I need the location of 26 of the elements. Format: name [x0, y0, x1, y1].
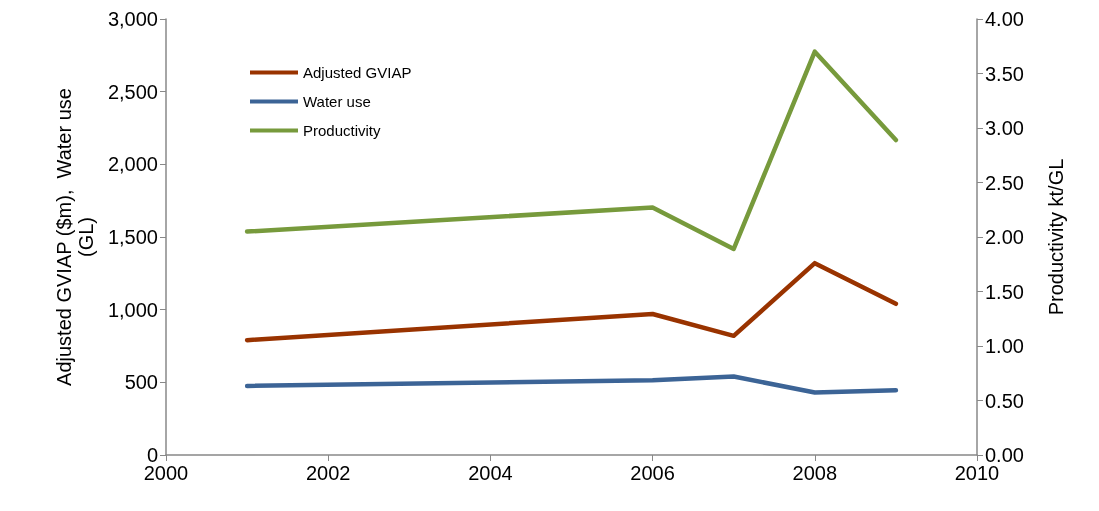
y-axis-title: Adjusted GVIAP ($m), Water use (GL) [53, 88, 98, 386]
x-tick-label: 2002 [305, 462, 351, 484]
y2-tick-label: 4.00 [985, 8, 1024, 30]
y2-tick-label: 1.50 [985, 280, 1024, 303]
legend-label: Water use [303, 93, 371, 110]
line-series [244, 260, 899, 343]
line-series [244, 374, 899, 395]
y2-tick-label: 3.50 [985, 62, 1024, 85]
y2-axis-title: Productivity kt/GL [1045, 158, 1067, 316]
y2-tick-label: 1.00 [985, 335, 1024, 357]
legend-label: Productivity [303, 122, 382, 139]
y-tick-label: 3,000 [107, 8, 158, 30]
y-tick-label: 500 [124, 371, 158, 394]
y-tick-label: 1,500 [107, 226, 158, 248]
line-series [244, 49, 899, 252]
y2-tick-label: 2.00 [985, 226, 1024, 248]
y-tick-label: 1,000 [107, 298, 158, 321]
y2-tick-label: 0.50 [985, 389, 1024, 412]
x-tick-label: 2006 [630, 462, 675, 484]
legend-label: Adjusted GVIAP [303, 64, 412, 81]
x-tick-label: 2008 [792, 462, 838, 484]
y-tick-label: 2,000 [107, 153, 158, 176]
x-tick-label: 2004 [468, 462, 513, 484]
y2-tick-label: 2.50 [985, 171, 1024, 194]
y2-tick-label: 3.00 [985, 117, 1024, 139]
y-tick-label: 2,500 [107, 80, 158, 103]
